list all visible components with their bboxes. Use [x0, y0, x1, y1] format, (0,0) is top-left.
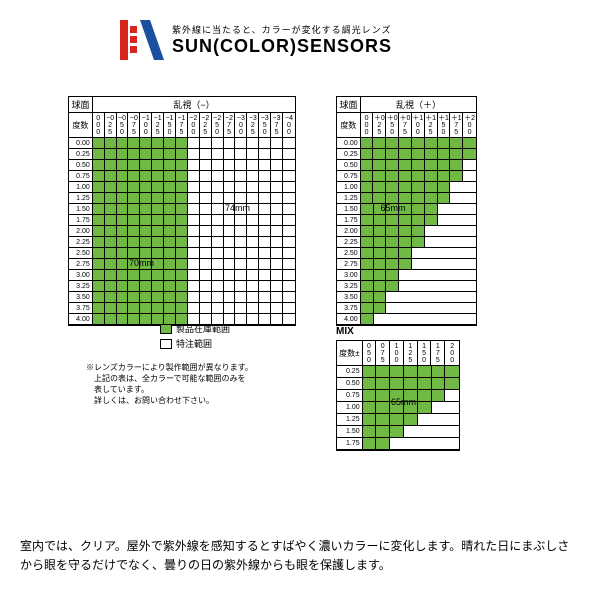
legend: 製品在庫範囲 特注範囲: [160, 322, 230, 352]
legend-stock-label: 製品在庫範囲: [176, 322, 230, 335]
legend-special-box: [160, 339, 172, 349]
tagline: 紫外線に当たると、カラーが変化する調光レンズ: [172, 23, 392, 36]
legend-special-label: 特注範囲: [176, 337, 212, 350]
brand-logo-icon: [120, 20, 164, 60]
header: 紫外線に当たると、カラーが変化する調光レンズ SUN(COLOR)SENSORS: [120, 20, 392, 60]
mix-title: MIX: [336, 326, 354, 337]
description: 室内では、クリア。屋外で紫外線を感知するとすばやく濃いカラーに変化します。晴れた…: [20, 537, 580, 575]
footnote: ※レンズカラーにより製作範囲が異なります。 上記の表は、全カラーで可能な範囲のみ…: [86, 362, 253, 406]
chart-mix: 度数±0500751001251501752000.250.500.751.00…: [336, 340, 460, 451]
brand-name: SUN(COLOR)SENSORS: [172, 36, 392, 57]
chart-plus: 球面乱視（＋）度数000＋025＋050＋075＋100＋125＋150＋175…: [336, 96, 477, 326]
legend-stock-box: [160, 324, 172, 334]
chart-minus: 球面乱視（−）度数000−025−050−075−100−125−150−175…: [68, 96, 296, 326]
